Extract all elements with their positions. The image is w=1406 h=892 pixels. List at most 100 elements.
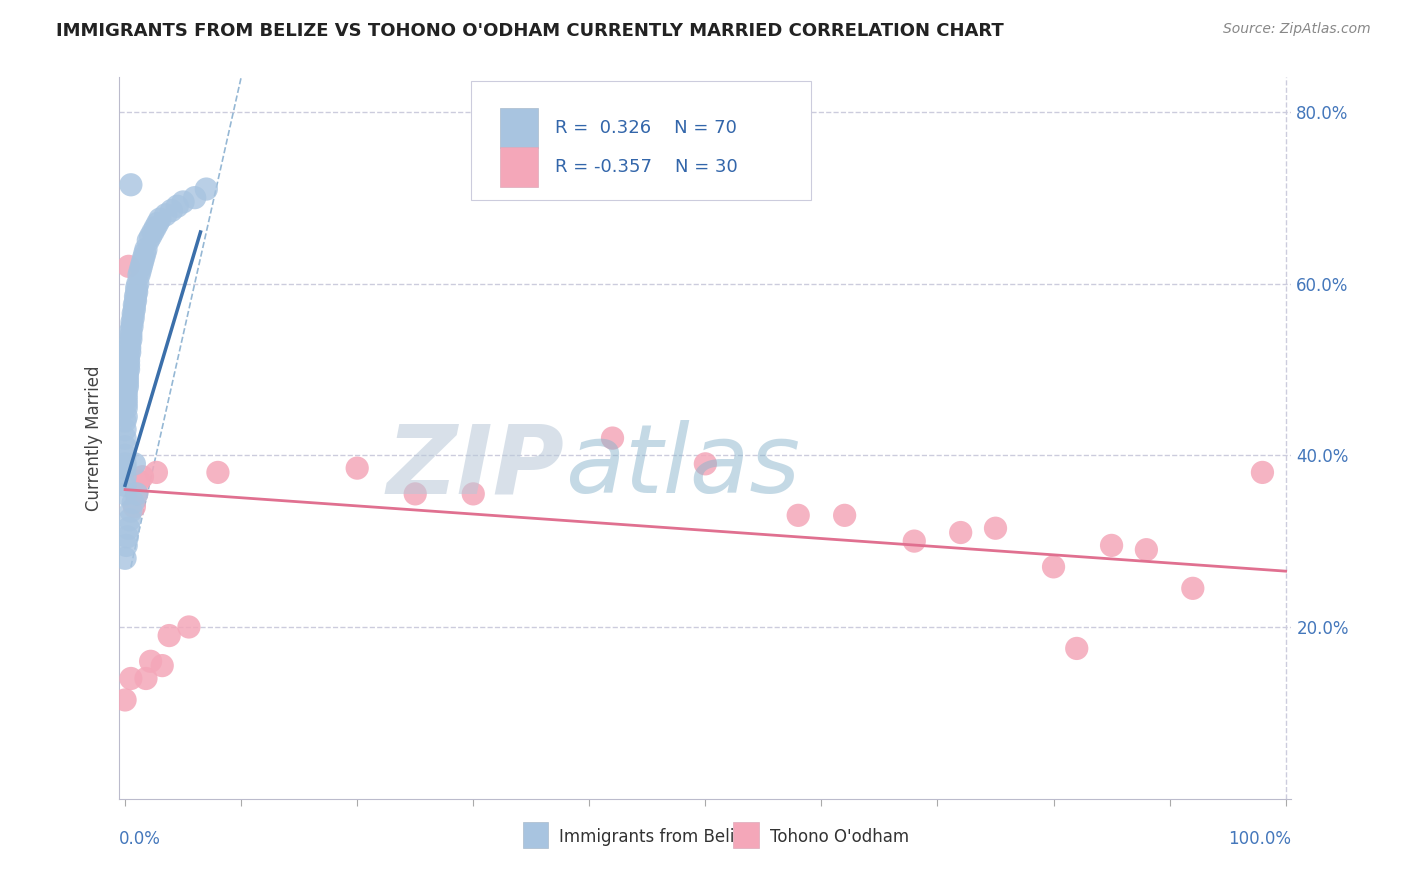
Y-axis label: Currently Married: Currently Married bbox=[86, 366, 103, 511]
Point bbox=[114, 457, 136, 471]
Point bbox=[118, 513, 141, 527]
Point bbox=[117, 362, 139, 376]
Point bbox=[160, 203, 183, 218]
Point bbox=[115, 392, 138, 407]
Point bbox=[114, 461, 136, 475]
Point bbox=[404, 487, 426, 501]
Point bbox=[120, 324, 142, 338]
Text: ZIP: ZIP bbox=[387, 420, 565, 514]
Text: atlas: atlas bbox=[565, 420, 800, 514]
Point bbox=[117, 376, 139, 390]
Point bbox=[124, 500, 146, 514]
Point bbox=[143, 220, 166, 235]
Point bbox=[117, 353, 139, 368]
Point bbox=[117, 371, 139, 385]
Text: Immigrants from Belize: Immigrants from Belize bbox=[560, 828, 754, 846]
Point bbox=[463, 487, 485, 501]
Point bbox=[118, 345, 141, 359]
Point bbox=[114, 551, 136, 566]
Point bbox=[139, 654, 162, 668]
Point bbox=[134, 246, 156, 260]
Point bbox=[114, 422, 136, 436]
Point bbox=[115, 401, 138, 415]
FancyBboxPatch shape bbox=[501, 147, 537, 186]
Point bbox=[121, 319, 143, 334]
Point bbox=[949, 525, 972, 540]
Point bbox=[695, 457, 717, 471]
Point bbox=[1042, 559, 1064, 574]
Point bbox=[125, 487, 148, 501]
Point bbox=[183, 191, 205, 205]
Point bbox=[117, 260, 139, 274]
Point bbox=[128, 268, 150, 282]
Point bbox=[1066, 641, 1088, 656]
Point bbox=[1251, 466, 1274, 480]
Point bbox=[120, 672, 142, 686]
Point bbox=[114, 448, 136, 462]
Point bbox=[115, 388, 138, 402]
Point bbox=[142, 225, 165, 239]
Point bbox=[146, 216, 169, 230]
Point bbox=[115, 397, 138, 411]
Point bbox=[346, 461, 368, 475]
Point bbox=[114, 469, 136, 483]
Point bbox=[120, 504, 142, 518]
Point bbox=[127, 277, 149, 291]
Point bbox=[118, 336, 141, 351]
Point bbox=[139, 229, 162, 244]
Point bbox=[131, 469, 153, 483]
Point bbox=[195, 182, 218, 196]
Point bbox=[120, 328, 142, 343]
Point bbox=[114, 440, 136, 454]
Point bbox=[125, 285, 148, 299]
Point bbox=[117, 367, 139, 381]
Point bbox=[903, 534, 925, 549]
Point bbox=[129, 263, 152, 277]
Point bbox=[1135, 542, 1157, 557]
FancyBboxPatch shape bbox=[471, 81, 811, 200]
Point bbox=[122, 495, 145, 509]
Point bbox=[117, 379, 139, 393]
Point bbox=[135, 672, 157, 686]
Point bbox=[984, 521, 1007, 535]
Text: IMMIGRANTS FROM BELIZE VS TOHONO O'ODHAM CURRENTLY MARRIED CORRELATION CHART: IMMIGRANTS FROM BELIZE VS TOHONO O'ODHAM… bbox=[56, 22, 1004, 40]
Point bbox=[117, 358, 139, 372]
Point bbox=[172, 194, 194, 209]
Point bbox=[207, 466, 229, 480]
Point bbox=[787, 508, 810, 523]
Point bbox=[117, 530, 139, 544]
Point bbox=[120, 178, 142, 192]
Point bbox=[145, 466, 167, 480]
Point bbox=[136, 234, 159, 248]
Point bbox=[115, 409, 138, 424]
Point bbox=[150, 658, 173, 673]
Point bbox=[117, 521, 139, 535]
Text: 0.0%: 0.0% bbox=[120, 830, 162, 847]
Text: R =  0.326    N = 70: R = 0.326 N = 70 bbox=[555, 119, 737, 137]
Point bbox=[118, 341, 141, 355]
Point bbox=[125, 487, 148, 501]
Point bbox=[131, 255, 153, 269]
Point bbox=[149, 212, 172, 227]
Point bbox=[602, 431, 624, 445]
Point bbox=[122, 310, 145, 325]
Point bbox=[114, 431, 136, 445]
Point bbox=[114, 478, 136, 492]
Point bbox=[1181, 582, 1204, 596]
Point bbox=[124, 293, 146, 308]
Point bbox=[124, 302, 146, 317]
Point bbox=[834, 508, 856, 523]
Point bbox=[125, 281, 148, 295]
Point bbox=[117, 350, 139, 364]
Point bbox=[115, 538, 138, 552]
Text: 100.0%: 100.0% bbox=[1229, 830, 1292, 847]
FancyBboxPatch shape bbox=[501, 108, 537, 148]
Point bbox=[131, 260, 153, 274]
Point bbox=[1101, 538, 1123, 552]
Text: Source: ZipAtlas.com: Source: ZipAtlas.com bbox=[1223, 22, 1371, 37]
Point bbox=[124, 298, 146, 312]
Point bbox=[114, 693, 136, 707]
Point bbox=[132, 251, 155, 265]
Point bbox=[114, 487, 136, 501]
Point bbox=[128, 474, 150, 488]
